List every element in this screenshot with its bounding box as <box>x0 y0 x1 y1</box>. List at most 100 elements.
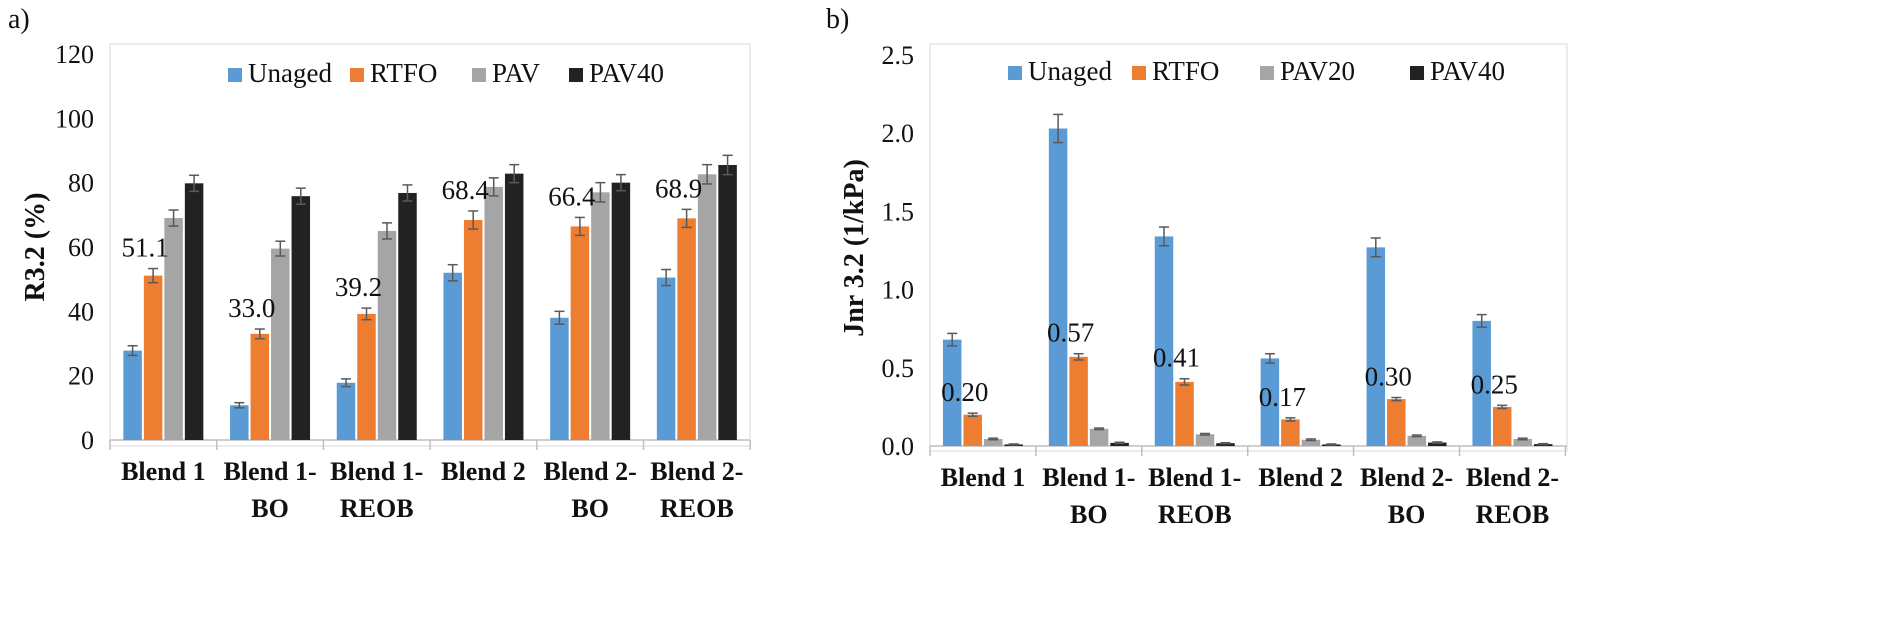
data-label: 39.2 <box>335 272 382 302</box>
category-label: Blend 1- <box>1148 463 1241 492</box>
y-tick-label: 60 <box>68 233 94 262</box>
bar-pav40-4 <box>504 173 524 440</box>
bar-rtfo-1 <box>143 275 163 440</box>
data-label: 0.30 <box>1365 362 1412 392</box>
legend-label: PAV40 <box>589 58 664 88</box>
category-label: Blend 1 <box>941 463 1026 492</box>
category-label: BO <box>1388 500 1426 529</box>
bar-pav40-1 <box>184 183 204 440</box>
legend-label: PAV40 <box>1430 56 1505 86</box>
bar-pav20-3 <box>1195 434 1215 446</box>
y-tick-label: 80 <box>68 169 94 198</box>
data-label: 0.41 <box>1153 343 1200 373</box>
bar-rtfo-6 <box>1492 406 1512 446</box>
bar-pav20-2 <box>1089 428 1109 446</box>
legend-label: Unaged <box>1028 56 1112 86</box>
y-tick-label: 0.5 <box>882 354 915 383</box>
category-label: REOB <box>660 494 734 523</box>
legend-swatch <box>1008 66 1022 80</box>
y-tick-label: 0 <box>81 426 94 455</box>
bar-pav-1 <box>164 218 183 440</box>
category-label: Blend 2 <box>441 457 526 486</box>
bar-pav-5 <box>591 192 610 440</box>
legend-label: RTFO <box>370 58 437 88</box>
bar-pav20-5 <box>1407 435 1427 446</box>
category-label: Blend 1- <box>223 457 316 486</box>
bar-pav40-5 <box>611 182 631 440</box>
legend-swatch <box>472 68 486 82</box>
category-label: Blend 2- <box>650 457 743 486</box>
y-tick-label: 100 <box>55 104 94 133</box>
category-label: BO <box>1070 500 1108 529</box>
panel-label: b) <box>826 4 849 35</box>
data-label: 51.1 <box>121 233 168 263</box>
category-label: Blend 1- <box>330 457 423 486</box>
category-label: BO <box>251 494 289 523</box>
data-label: 68.4 <box>442 175 490 205</box>
bar-pav-4 <box>484 186 503 440</box>
y-tick-label: 20 <box>68 362 94 391</box>
plot-frame <box>109 43 751 447</box>
bar-rtfo-3 <box>357 313 376 440</box>
bar-pav40-3 <box>398 192 417 440</box>
data-label: 0.17 <box>1259 382 1306 412</box>
bar-unaged-4 <box>1260 358 1280 446</box>
bar-pav20-4 <box>1301 439 1321 446</box>
bar-unaged-3 <box>1154 236 1174 446</box>
data-label: 66.4 <box>548 181 596 211</box>
legend-label: PAV20 <box>1280 56 1355 86</box>
bar-rtfo-2 <box>250 333 270 440</box>
y-tick-label: 0.0 <box>882 432 915 461</box>
panel-label: a) <box>8 4 30 35</box>
bar-pav20-6 <box>1513 438 1532 446</box>
data-label: 0.25 <box>1471 369 1518 399</box>
data-label: 33.0 <box>228 293 275 323</box>
category-label: REOB <box>1158 500 1232 529</box>
bar-rtfo-2 <box>1069 356 1088 446</box>
bar-unaged-6 <box>656 277 676 440</box>
plot-frame <box>929 43 1568 452</box>
y-axis-title: R3.2 (%) <box>20 193 51 302</box>
legend-swatch <box>1260 66 1274 80</box>
category-label: REOB <box>340 494 414 523</box>
bar-rtfo-1 <box>963 414 982 446</box>
bar-pav-3 <box>377 230 397 440</box>
bar-rtfo-3 <box>1175 381 1194 446</box>
bar-pav20-1 <box>983 438 1003 446</box>
panel-b: 0.0 0.5 1.0 1.5 2.0 2.5 Jnr 3.2 (1/kPa) b) 0.20 0… <box>826 4 1568 529</box>
category-label: Blend 1- <box>1042 463 1135 492</box>
bar-unaged-2 <box>1048 128 1068 446</box>
category-label: Blend 2 <box>1258 463 1343 492</box>
bar-pav40-2 <box>291 196 311 440</box>
category-label: Blend 2- <box>544 457 637 486</box>
category-label: REOB <box>1476 500 1550 529</box>
bar-pav-6 <box>697 174 717 440</box>
bar-unaged-2 <box>230 405 249 440</box>
legend-swatch <box>1410 66 1424 80</box>
legend-label: RTFO <box>1152 56 1219 86</box>
bar-unaged-1 <box>123 350 142 440</box>
data-label: 0.57 <box>1047 318 1094 348</box>
legend-swatch <box>228 68 242 82</box>
bar-pav-2 <box>271 248 290 440</box>
y-axis-title: Jnr 3.2 (1/kPa) <box>839 159 870 337</box>
bar-rtfo-6 <box>677 218 696 440</box>
bar-rtfo-4 <box>463 219 483 440</box>
legend-label: PAV <box>492 58 541 88</box>
bar-pav40-5 <box>1428 442 1447 446</box>
bar-unaged-4 <box>443 272 462 440</box>
bar-unaged-1 <box>942 339 962 446</box>
y-tick-label: 120 <box>55 40 94 69</box>
bar-rtfo-5 <box>1387 399 1406 446</box>
bar-unaged-5 <box>550 317 569 440</box>
legend-swatch <box>350 68 364 82</box>
legend-swatch <box>1132 66 1146 80</box>
y-tick-label: 1.0 <box>882 276 915 305</box>
bar-pav40-6 <box>718 164 737 440</box>
category-label: Blend 2- <box>1360 463 1453 492</box>
legend-label: Unaged <box>248 58 332 88</box>
bar-pav40-2 <box>1110 442 1129 446</box>
category-label: BO <box>571 494 609 523</box>
